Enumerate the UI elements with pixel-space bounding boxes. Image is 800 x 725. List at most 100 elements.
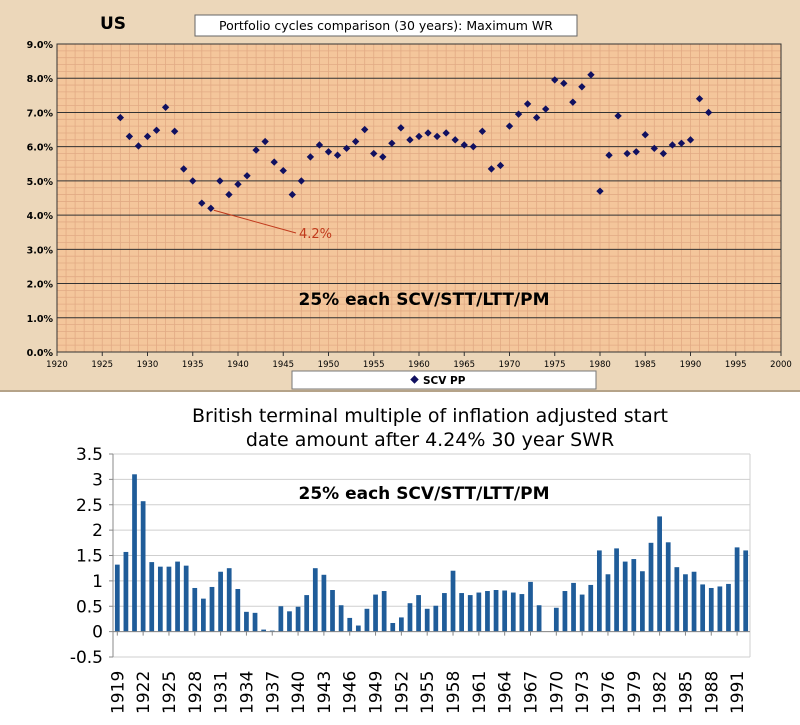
chart-title: Portfolio cycles comparison (30 years): …	[219, 18, 553, 33]
bar	[382, 591, 387, 632]
bar	[666, 542, 671, 631]
x-tick-label: 1960	[408, 360, 430, 370]
bar	[141, 501, 146, 631]
y-tick-label: 3	[92, 470, 103, 490]
bar	[726, 584, 731, 632]
corner-label: US	[100, 14, 126, 34]
bar	[520, 594, 525, 632]
chart-title-line-2: date amount after 4.24% 30 year SWR	[246, 429, 614, 451]
bar	[537, 605, 542, 631]
bar	[554, 608, 559, 632]
x-tick-label: 1945	[272, 360, 294, 370]
bar	[588, 585, 593, 632]
bar	[476, 593, 481, 632]
y-tick-label: 1.5	[76, 547, 103, 567]
x-tick-label: 1980	[589, 360, 611, 370]
x-tick-label: 1976	[599, 671, 619, 714]
bar	[175, 562, 180, 632]
bar	[709, 588, 714, 632]
bar	[502, 591, 507, 632]
bar	[459, 593, 464, 632]
x-tick-label: 1967	[521, 671, 541, 714]
x-tick-label: 1920	[46, 360, 68, 370]
x-tick-label: 1991	[728, 671, 748, 714]
y-tick-label: 3.5	[76, 445, 103, 465]
bar	[425, 609, 430, 632]
bar	[184, 566, 189, 632]
inner-label: 25% each SCV/STT/LTT/PM	[298, 290, 549, 310]
x-tick-label: 1995	[725, 360, 747, 370]
x-tick-label: 1985	[634, 360, 656, 370]
bar	[442, 593, 447, 632]
y-tick-label: 9.0%	[27, 40, 54, 51]
bar	[735, 547, 740, 631]
x-tick-label: 1940	[227, 360, 249, 370]
x-tick-label: 1990	[680, 360, 702, 370]
bar	[339, 605, 344, 631]
x-tick-label: 1946	[341, 671, 361, 714]
y-tick-label: 3.0%	[27, 245, 54, 256]
y-tick-label: 2.0%	[27, 280, 54, 291]
bar	[235, 589, 240, 632]
bar	[201, 599, 206, 632]
y-tick-label: 1.0%	[27, 314, 54, 325]
x-tick-label: 1952	[392, 671, 412, 714]
bar	[528, 582, 533, 632]
x-tick-label: 1940	[289, 671, 309, 714]
us-chart-panel: 0.0%1.0%2.0%3.0%4.0%5.0%6.0%7.0%8.0%9.0%…	[0, 0, 800, 392]
x-tick-label: 1931	[212, 671, 232, 714]
bar	[408, 603, 413, 631]
x-tick-label: 1919	[108, 671, 128, 714]
bar	[451, 571, 456, 632]
bar	[124, 552, 129, 632]
bar	[192, 588, 197, 632]
bar	[373, 595, 378, 632]
bar	[365, 609, 370, 632]
bar	[227, 568, 232, 631]
bar	[399, 617, 404, 631]
y-tick-label: 0	[92, 623, 103, 643]
bar	[304, 595, 309, 632]
x-tick-label: 1988	[702, 671, 722, 714]
bar	[631, 559, 636, 632]
bar	[218, 572, 223, 632]
bar	[322, 575, 327, 632]
bar	[683, 574, 688, 631]
bar	[580, 595, 585, 632]
y-tick-label: 8.0%	[27, 74, 54, 85]
x-tick-label: 1922	[134, 671, 154, 714]
y-tick-label: 0.0%	[27, 348, 54, 359]
x-tick-label: 1973	[573, 671, 593, 714]
x-tick-label: 1950	[318, 360, 340, 370]
bar	[743, 550, 748, 631]
x-tick-label: 1961	[470, 671, 490, 714]
y-tick-label: -0.5	[70, 648, 103, 668]
bar	[571, 583, 576, 632]
bar	[563, 591, 568, 632]
x-tick-label: 2000	[770, 360, 792, 370]
bar	[614, 548, 619, 631]
bar	[287, 611, 292, 631]
y-tick-label: 4.0%	[27, 211, 54, 222]
british-terminal-multiple-bar-chart: British terminal multiple of inflation a…	[0, 392, 800, 721]
x-tick-label: 1979	[625, 671, 645, 714]
bar	[511, 593, 516, 632]
x-tick-label: 1985	[676, 671, 696, 714]
x-tick-label: 1928	[186, 671, 206, 714]
bar	[718, 586, 723, 631]
x-tick-label: 1958	[444, 671, 464, 714]
bar	[347, 618, 352, 632]
bar	[597, 550, 602, 631]
bar	[167, 567, 172, 632]
x-tick-label: 1943	[315, 671, 335, 714]
bar	[149, 562, 154, 632]
bar	[416, 595, 421, 632]
y-tick-label: 2	[92, 521, 103, 541]
bar	[158, 567, 163, 632]
x-tick-label: 1982	[651, 671, 671, 714]
bar	[330, 590, 335, 632]
bar	[649, 543, 654, 632]
british-chart-panel: British terminal multiple of inflation a…	[0, 392, 800, 721]
bar	[623, 562, 628, 632]
bar	[244, 612, 249, 632]
